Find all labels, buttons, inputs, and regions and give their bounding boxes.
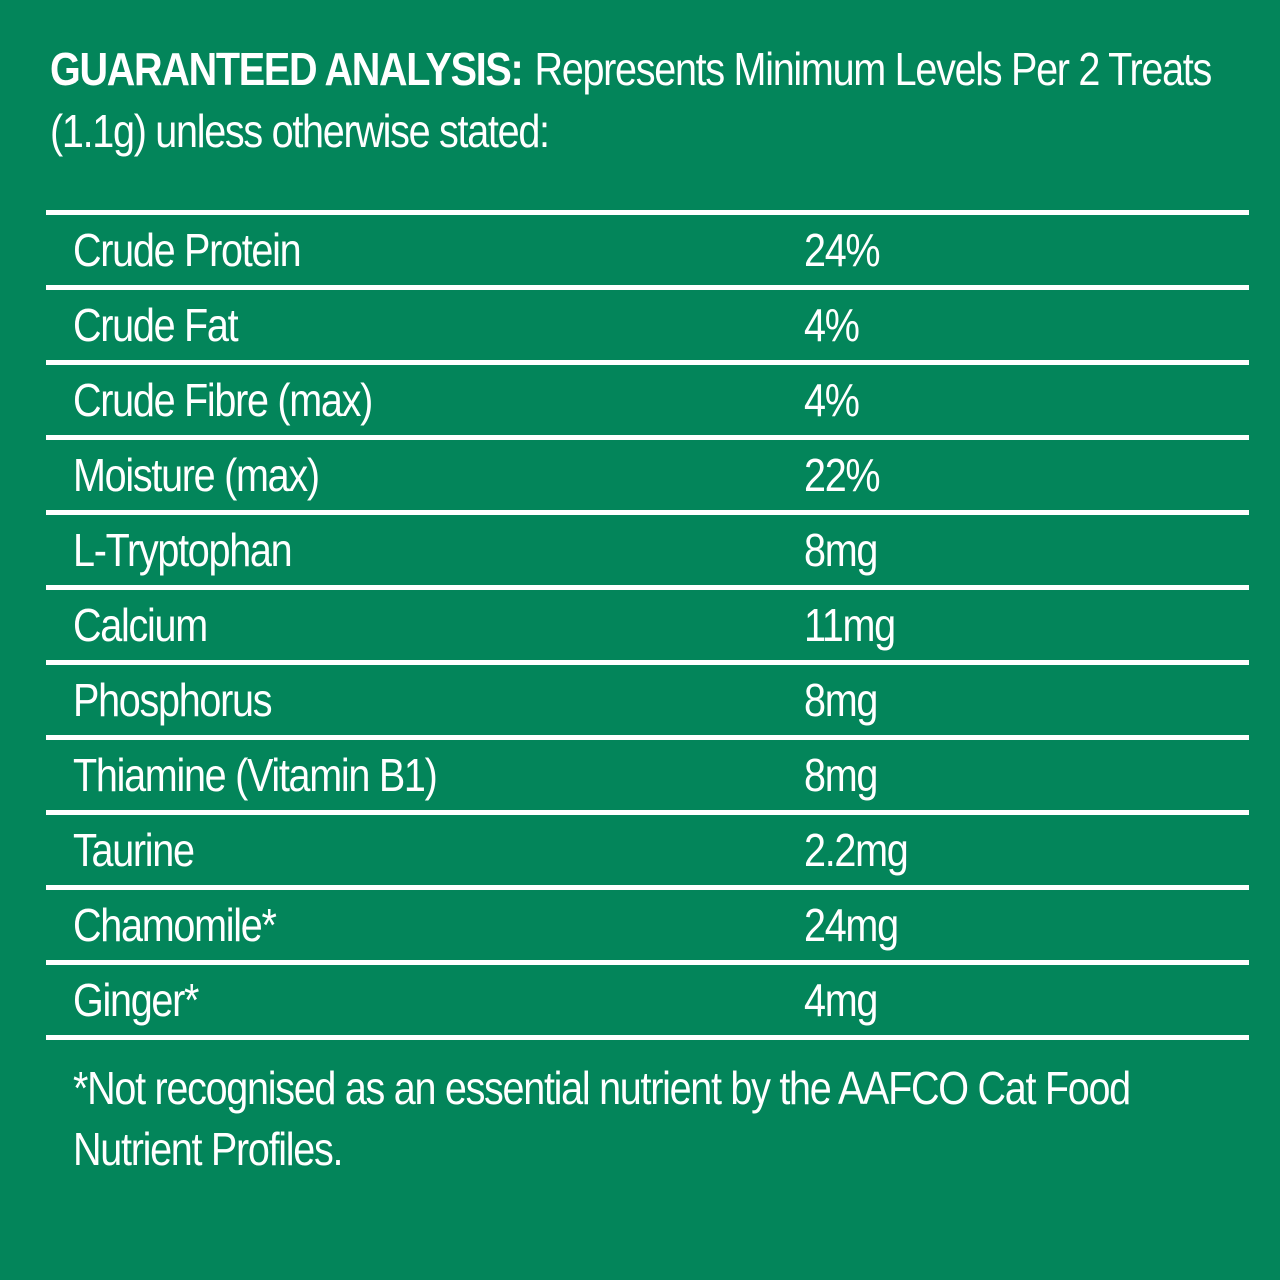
analysis-header: GUARANTEED ANALYSIS: Represents Minimum L…	[50, 38, 1264, 162]
nutrient-value: 8mg	[804, 674, 878, 726]
nutrient-value: 8mg	[804, 524, 878, 576]
table-row: Taurine 2.2mg	[46, 815, 1249, 890]
table-row: Calcium 11mg	[46, 590, 1249, 665]
nutrient-value: 4%	[804, 374, 860, 426]
nutrient-value: 24mg	[804, 899, 899, 951]
nutrient-value: 22%	[804, 449, 881, 501]
table-row: Phosphorus 8mg	[46, 665, 1249, 740]
nutrient-name: Taurine	[73, 824, 195, 876]
nutrient-value: 8mg	[804, 749, 878, 801]
table-row: Crude Protein 24%	[46, 215, 1249, 290]
nutrient-name: Crude Fibre (max)	[73, 374, 373, 426]
table-row: Chamomile* 24mg	[46, 890, 1249, 965]
analysis-title: GUARANTEED ANALYSIS:	[50, 43, 524, 95]
nutrient-value: 2.2mg	[804, 824, 909, 876]
table-row: Crude Fibre (max) 4%	[46, 365, 1249, 440]
nutrient-table: Crude Protein 24% Crude Fat 4% Crude Fib…	[46, 210, 1249, 1040]
table-row: Ginger* 4mg	[46, 965, 1249, 1040]
nutrient-value: 11mg	[804, 599, 896, 651]
nutrient-value: 4mg	[804, 974, 878, 1026]
nutrient-value: 24%	[804, 224, 881, 276]
nutrient-name: Moisture (max)	[73, 449, 320, 501]
nutrient-name: Crude Fat	[73, 299, 239, 351]
nutrient-name: Ginger*	[73, 974, 199, 1026]
table-row: L-Tryptophan 8mg	[46, 515, 1249, 590]
table-row: Crude Fat 4%	[46, 290, 1249, 365]
table-row: Moisture (max) 22%	[46, 440, 1249, 515]
nutrient-name: Crude Protein	[73, 224, 302, 276]
nutrient-name: Calcium	[73, 599, 208, 651]
nutrient-value: 4%	[804, 299, 860, 351]
nutrient-name: L-Tryptophan	[73, 524, 293, 576]
nutrient-name: Chamomile*	[73, 899, 277, 951]
analysis-description: Represents Minimum Levels Per 2 Treats (…	[50, 43, 1212, 157]
nutrient-name: Thiamine (Vitamin B1)	[73, 749, 438, 801]
footnote: *Not recognised as an essential nutrient…	[73, 1062, 1131, 1175]
nutrient-name: Phosphorus	[73, 674, 273, 726]
table-row: Thiamine (Vitamin B1) 8mg	[46, 740, 1249, 815]
